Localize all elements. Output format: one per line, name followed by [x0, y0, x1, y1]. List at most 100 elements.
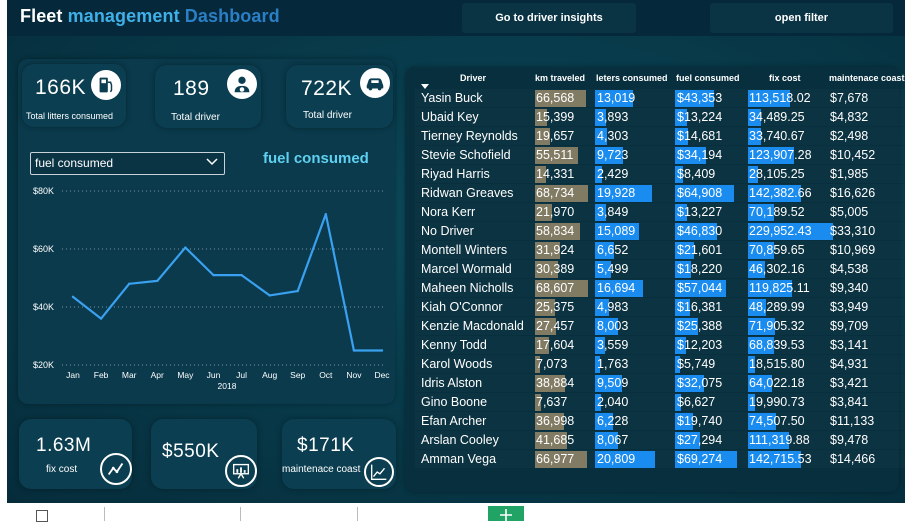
table-row[interactable]: Idris Alston 38,884 9,509 $32,075 64,022.18 $…	[412, 374, 905, 393]
table-row[interactable]: Kiah O'Connor 25,375 4,983 $16,381 48,289.99…	[412, 298, 905, 317]
bar-fuel	[675, 128, 689, 145]
cell-maintenance: $9,709	[830, 319, 869, 333]
kpi-label: Total driver	[171, 112, 220, 123]
bar-fuel	[675, 166, 683, 183]
metric-dropdown[interactable]: fuel consumed	[30, 152, 225, 175]
table-row[interactable]: Efan Archer 36,998 6,228 $19,740 74,507.50 $1…	[412, 412, 905, 431]
data-point	[268, 294, 271, 297]
bar-fuel	[675, 242, 695, 259]
col-header-fix-cost[interactable]: fix cost	[769, 73, 801, 83]
driver-insights-label: Go to driver insights	[495, 12, 603, 24]
table-row[interactable]: Maheen Nicholls 68,607 16,694 $57,044 119,82…	[412, 279, 905, 298]
cell-fix-cost: 123,907.28	[749, 148, 812, 162]
bar-fix	[748, 337, 774, 354]
go-to-driver-insights-button[interactable]: Go to driver insights	[462, 3, 636, 33]
sort-desc-icon[interactable]	[421, 84, 429, 90]
table-row[interactable]: Kenzie Macdonald 27,457 8,003 $25,388 71,905…	[412, 317, 905, 336]
bar-fix	[748, 280, 793, 297]
x-tick-label: Jul	[236, 370, 247, 380]
driver-table: Driver km traveled leters consumed fuel …	[412, 71, 905, 469]
cell-liters: 4,303	[597, 129, 629, 143]
table-row[interactable]: Nora Kerr 21,970 3,849 $13,227 70,189.52 $5,0…	[412, 203, 905, 222]
table-row[interactable]: Gino Boone 7,637 2,040 $6,627 19,990.73 $3,84…	[412, 393, 905, 412]
tab-divider	[357, 507, 358, 521]
data-point	[156, 279, 159, 283]
cell-fuel: $19,740	[677, 414, 723, 428]
cell-fix-cost: 34,489.25	[749, 110, 805, 124]
cell-liters: 3,893	[597, 110, 629, 124]
table-row[interactable]: Arslan Cooley 41,685 8,067 $27,294 111,319.8…	[412, 431, 905, 450]
bar-liters	[595, 413, 613, 430]
cell-driver: Ridwan Greaves	[421, 186, 514, 200]
table-row[interactable]: Karol Woods 7,073 1,763 $5,749 18,515.80 $4,9…	[412, 355, 905, 374]
bar-fix	[748, 432, 790, 449]
col-header-liters[interactable]: leters consumed	[596, 73, 668, 83]
bar-km	[535, 337, 549, 354]
bar-km	[535, 451, 587, 468]
table-row[interactable]: No Driver 58,834 15,089 $46,830 229,952.43 $3…	[412, 222, 905, 241]
cell-fix-cost: 33,740.67	[749, 129, 805, 143]
table-row[interactable]: Montell Winters 31,924 6,652 $21,601 70,859.…	[412, 241, 905, 260]
bar-km	[535, 90, 587, 107]
table-row[interactable]: Yasin Buck 66,568 13,019 $43,353 113,518.02 $…	[412, 89, 905, 108]
y-tick-label: $60K	[33, 244, 54, 254]
cell-fix-cost: 28,105.25	[749, 167, 805, 181]
cell-liters: 4,983	[597, 300, 629, 314]
cell-fix-cost: 19,990.73	[749, 395, 805, 409]
data-point	[71, 295, 75, 299]
cell-fuel: $69,274	[677, 452, 723, 466]
table-row[interactable]: Amman Vega 66,977 20,809 $69,274 142,715.53 $…	[412, 450, 905, 469]
cell-maintenance: $9,478	[830, 433, 869, 447]
table-row[interactable]: Tierney Reynolds 19,657 4,303 $14,681 33,740…	[412, 127, 905, 146]
col-header-km[interactable]: km traveled	[535, 73, 586, 83]
bar-fix	[748, 185, 801, 202]
cell-fix-cost: 18,515.80	[749, 357, 805, 371]
cell-fuel: $5,749	[677, 357, 716, 371]
cell-liters: 3,559	[597, 338, 629, 352]
cell-liters: 13,019	[597, 91, 636, 105]
bar-liters	[595, 375, 623, 392]
cell-liters: 3,849	[597, 205, 629, 219]
cell-liters: 15,089	[597, 224, 636, 238]
bar-fuel	[675, 90, 715, 107]
cell-maintenance: $10,452	[830, 148, 876, 162]
bar-fix	[748, 299, 766, 316]
y-tick-label: $20K	[33, 360, 54, 370]
kpi-card-total-litters: 166K Total litters consumed	[22, 64, 126, 127]
cell-maintenance: $1,985	[830, 167, 869, 181]
table-row[interactable]: Ridwan Greaves 68,734 19,928 $64,908 142,382…	[412, 184, 905, 203]
cell-fuel: $64,908	[677, 186, 723, 200]
cell-km: 14,331	[536, 167, 575, 181]
table-row[interactable]: Kenny Todd 17,604 3,559 $12,203 68,839.53 $3,…	[412, 336, 905, 355]
data-point	[380, 349, 384, 352]
bar-fix	[748, 413, 776, 430]
cell-maintenance: $5,005	[830, 205, 869, 219]
cell-maintenance: $9,340	[830, 281, 869, 295]
cell-km: 21,970	[536, 205, 575, 219]
bar-fuel	[675, 109, 687, 126]
data-point	[324, 213, 328, 216]
bar-km	[535, 413, 564, 430]
table-row[interactable]: Riyad Harris 14,331 2,429 $8,409 28,105.25 $1…	[412, 165, 905, 184]
table-row[interactable]: Ubaid Key 15,399 3,893 $13,224 34,489.25 $4,8…	[412, 108, 905, 127]
col-header-maintenance[interactable]: maintenace coast	[829, 73, 905, 83]
bar-liters	[595, 166, 602, 183]
bar-fix	[748, 166, 759, 183]
checkbox-icon[interactable]	[36, 510, 48, 522]
data-point	[352, 349, 356, 352]
cell-fix-cost: 68,839.53	[749, 338, 805, 352]
bar-fuel	[675, 223, 718, 240]
cell-fix-cost: 119,825.11	[749, 281, 810, 295]
dashboard-canvas: Fleet management Dashboard Go to driver …	[7, 0, 905, 503]
table-row[interactable]: Marcel Wormald 30,389 5,499 $18,220 46,302.1…	[412, 260, 905, 279]
add-sheet-button[interactable]	[488, 506, 524, 521]
cell-fix-cost: 113,518.02	[749, 91, 811, 105]
col-header-fuel[interactable]: fuel consumed	[676, 73, 740, 83]
bar-liters	[595, 280, 644, 297]
table-row[interactable]: Stevie Schofield 55,511 9,723 $34,194 123,90…	[412, 146, 905, 165]
col-header-driver[interactable]: Driver	[460, 73, 487, 83]
cell-km: 31,924	[536, 243, 575, 257]
cell-maintenance: $3,141	[830, 338, 869, 352]
open-filter-button[interactable]: open filter	[710, 3, 893, 33]
bar-fuel	[675, 394, 681, 411]
